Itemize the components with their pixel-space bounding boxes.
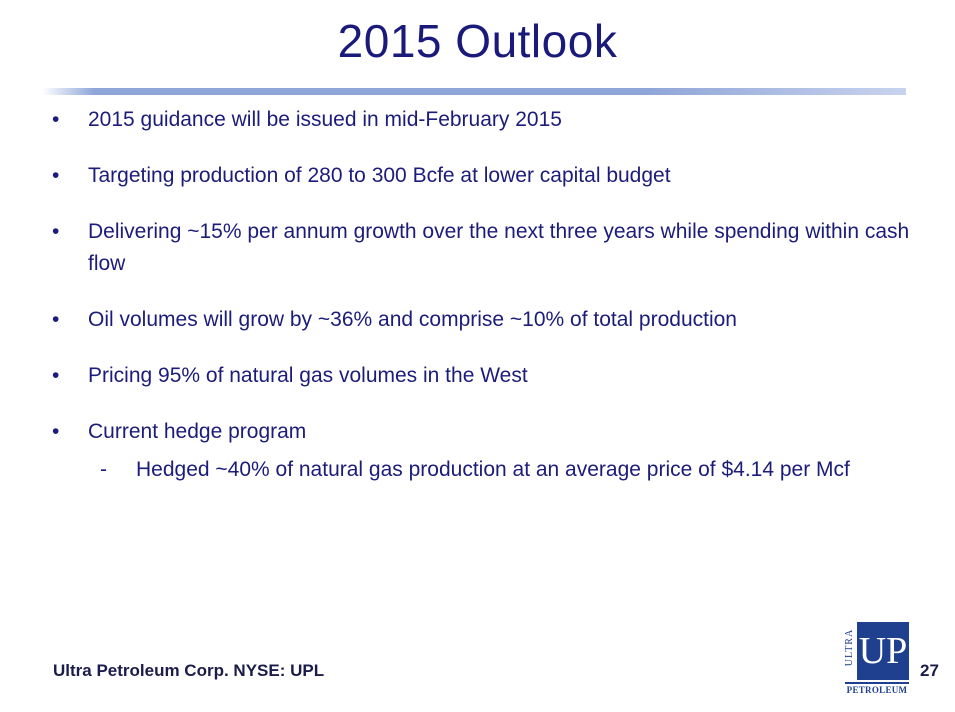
bullet-list: • 2015 guidance will be issued in mid-Fe… bbox=[50, 104, 910, 486]
bullet-glyph: • bbox=[52, 220, 60, 243]
footer-company: Ultra Petroleum Corp. NYSE: UPL bbox=[53, 661, 325, 680]
sub-bullet-glyph: - bbox=[100, 458, 107, 481]
bullet-glyph: • bbox=[52, 364, 60, 387]
logo-bottom-text: PETROLEUM bbox=[846, 685, 908, 695]
bullet-text: Pricing 95% of natural gas volumes in th… bbox=[88, 364, 528, 387]
bullet-glyph: • bbox=[52, 108, 60, 131]
bullet-item: • Oil volumes will grow by ~36% and comp… bbox=[50, 304, 910, 336]
sub-bullet-item: - Hedged ~40% of natural gas production … bbox=[50, 454, 910, 486]
bullet-text: Targeting production of 280 to 300 Bcfe … bbox=[88, 164, 671, 187]
slide-title: 2015 Outlook bbox=[337, 15, 618, 67]
logo-mark: UP bbox=[857, 622, 909, 680]
bullet-text: Current hedge program bbox=[88, 420, 307, 443]
bullet-glyph: • bbox=[52, 308, 60, 331]
bullet-text: 2015 guidance will be issued in mid-Febr… bbox=[88, 108, 562, 131]
page-number: 27 bbox=[920, 661, 939, 680]
bullet-item: • 2015 guidance will be issued in mid-Fe… bbox=[50, 104, 910, 136]
sub-bullet-text: Hedged ~40% of natural gas production at… bbox=[136, 458, 850, 481]
company-logo: UP ULTRA PETROLEUM bbox=[844, 622, 909, 702]
bullet-item: • Pricing 95% of natural gas volumes in … bbox=[50, 360, 910, 392]
title-divider bbox=[42, 88, 906, 95]
bullet-text: Delivering ~15% per annum growth over th… bbox=[88, 220, 910, 275]
logo-side-text: ULTRA bbox=[844, 628, 856, 667]
bullet-item: • Delivering ~15% per annum growth over … bbox=[50, 216, 910, 280]
bullet-glyph: • bbox=[52, 164, 60, 187]
bullet-item: • Targeting production of 280 to 300 Bcf… bbox=[50, 160, 910, 192]
bullet-text: Oil volumes will grow by ~36% and compri… bbox=[88, 308, 737, 331]
logo-divider bbox=[845, 682, 909, 684]
bullet-item: • Current hedge program bbox=[50, 416, 910, 448]
bullet-glyph: • bbox=[52, 420, 60, 443]
